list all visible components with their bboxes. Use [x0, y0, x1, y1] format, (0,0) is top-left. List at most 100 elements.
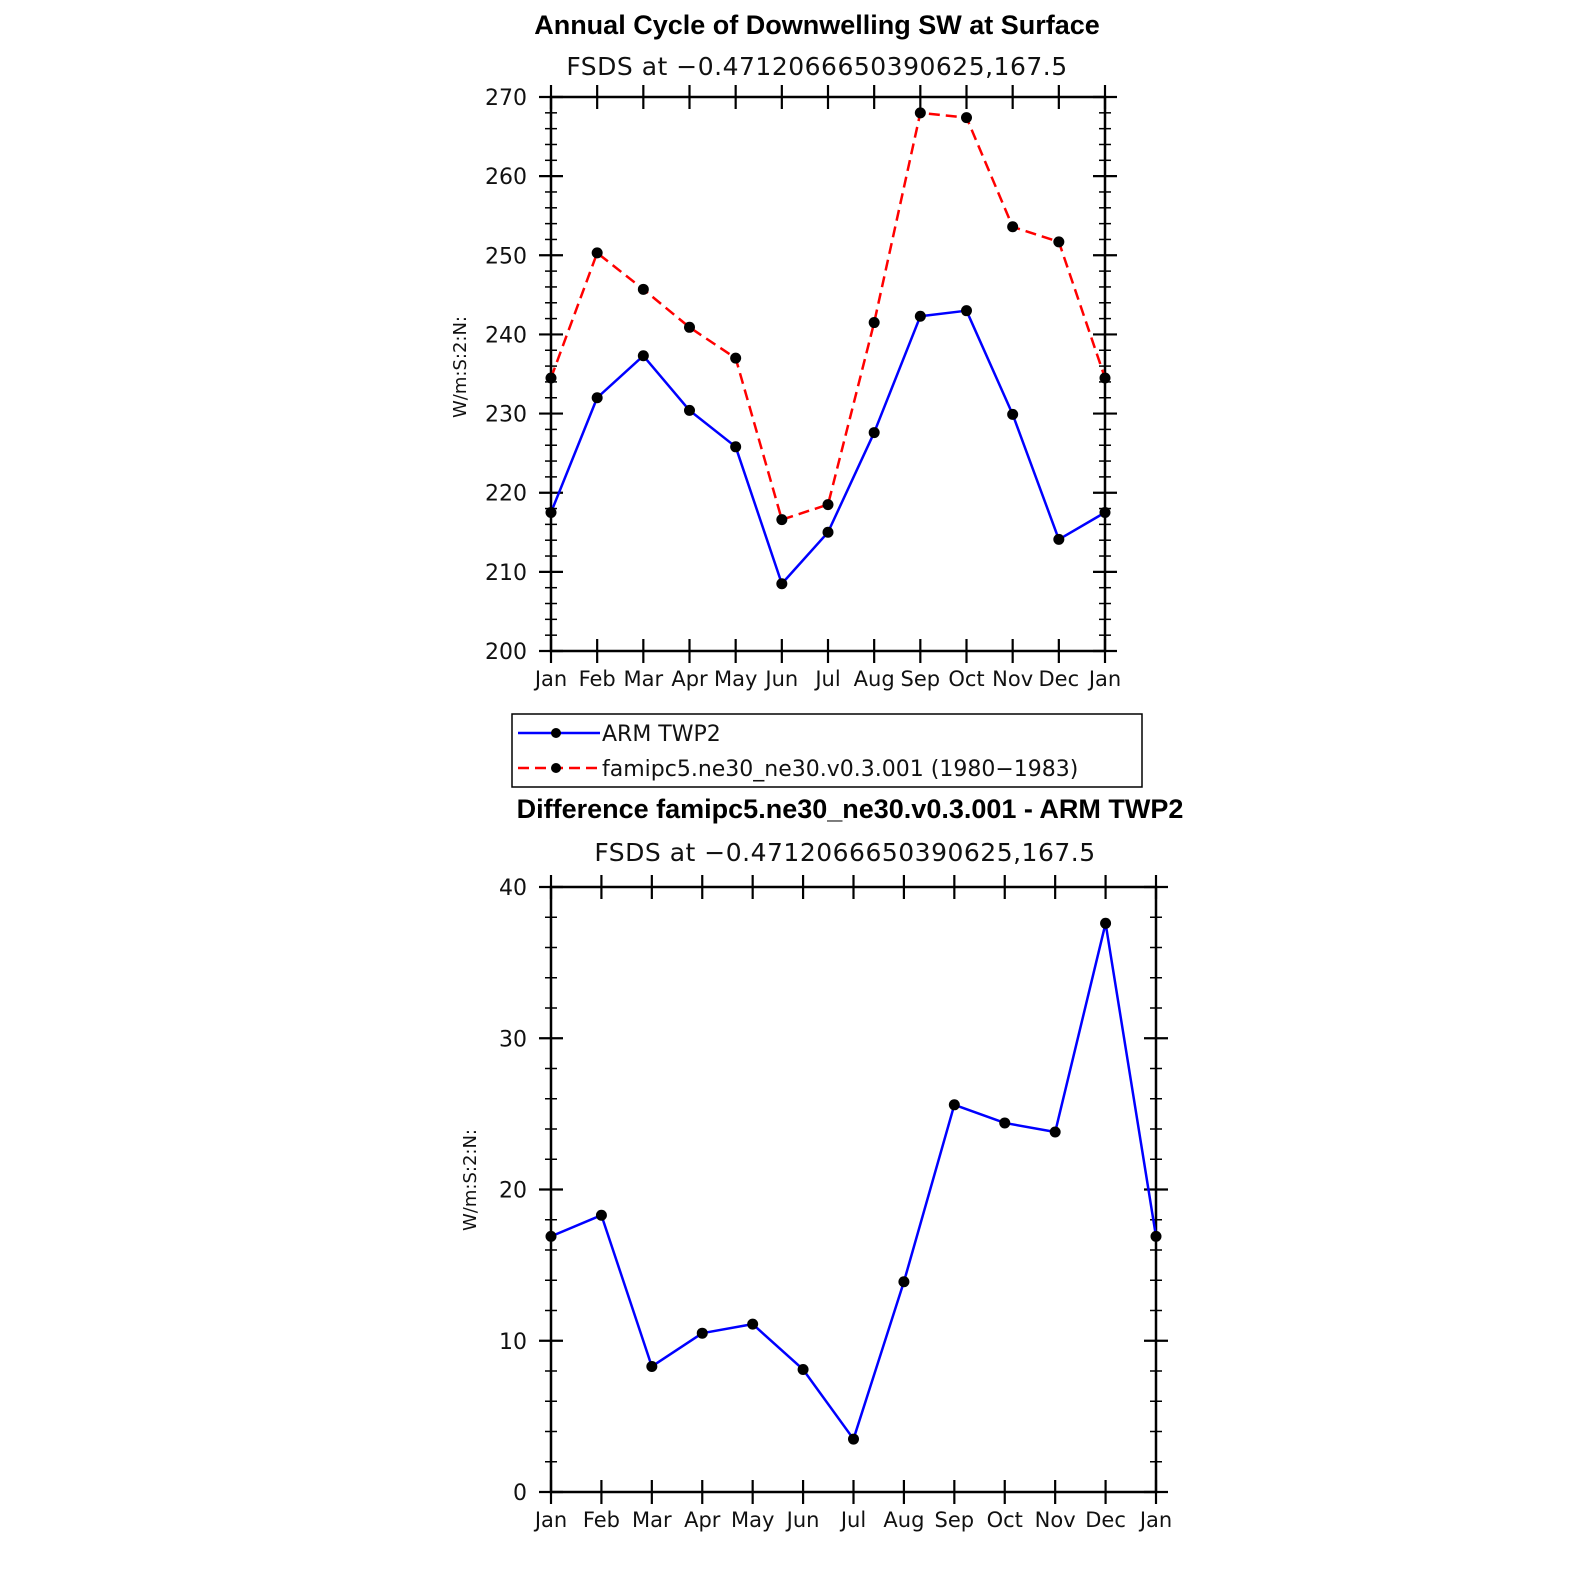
data-point — [822, 526, 834, 538]
series-group — [545, 107, 1111, 590]
series-line-1 — [549, 111, 1107, 521]
x-tick-labels: Jan Feb Mar Apr May Jun Jul Aug Sep Oct Nov Dec Jan — [533, 1508, 1172, 1532]
y-tick-label: 260 — [485, 165, 527, 190]
data-point — [1053, 236, 1065, 248]
legend-label-model: famipc5.ne30_ne30.v0.3.001 (1980−1983) — [602, 757, 1078, 782]
data-point — [1007, 221, 1019, 233]
x-tick-label: Mar — [632, 1508, 672, 1532]
tick-marks — [539, 85, 1117, 663]
data-point — [684, 321, 695, 333]
legend: ARM TWP2 famipc5.ne30_ne30.v0.3.001 (198… — [511, 713, 1143, 788]
data-point — [797, 1363, 809, 1375]
annual-cycle-chart: Annual Cycle of Downwelling SW at Surfac… — [450, 10, 1121, 691]
x-tick-label: Jan — [533, 667, 567, 691]
legend-marker-model — [551, 763, 561, 773]
data-point — [595, 1209, 607, 1221]
x-tick-label: Oct — [948, 667, 984, 691]
data-point — [898, 1276, 910, 1288]
x-tick-label: Jul — [813, 667, 840, 691]
data-point — [1007, 408, 1019, 420]
y-tick-label: 220 — [485, 482, 527, 507]
y-tick-label: 210 — [485, 561, 527, 586]
data-point — [868, 317, 880, 329]
x-tick-label: Dec — [1039, 667, 1080, 691]
chart-title: Difference famipc5.ne30_ne30.v0.3.001 - … — [517, 794, 1184, 824]
data-point — [1049, 1126, 1061, 1138]
x-tick-label: Apr — [684, 1508, 721, 1532]
y-tick-labels: 200 210 220 230 240 250 260 270 — [485, 86, 527, 665]
x-tick-label: Jul — [839, 1508, 866, 1532]
y-tick-label: 40 — [499, 876, 527, 901]
x-tick-label: May — [714, 667, 757, 691]
data-point — [961, 305, 972, 317]
data-point — [1150, 1230, 1162, 1242]
plot-frame — [549, 885, 1158, 1494]
chart-subtitle: FSDS at −0.4712066650390625,167.5 — [566, 52, 1067, 81]
chart-subtitle: FSDS at −0.4712066650390625,167.5 — [594, 838, 1095, 867]
x-tick-label: Aug — [854, 667, 895, 691]
legend-marker-arm — [551, 728, 561, 738]
data-point — [776, 578, 788, 590]
data-point — [961, 112, 972, 124]
x-tick-label: Jan — [533, 1508, 567, 1532]
y-tick-label: 270 — [485, 86, 527, 111]
data-point — [747, 1318, 759, 1330]
plot-frame — [549, 95, 1107, 653]
x-tick-label: Dec — [1085, 1508, 1126, 1532]
data-point — [637, 283, 649, 295]
data-point — [868, 427, 880, 439]
data-point — [730, 352, 742, 364]
y-tick-label: 240 — [485, 323, 527, 348]
data-point — [591, 247, 603, 259]
data-point — [730, 441, 742, 453]
data-point — [696, 1327, 708, 1339]
y-tick-label: 200 — [485, 640, 527, 665]
x-tick-label: Aug — [883, 1508, 924, 1532]
y-tick-labels: 0 10 20 30 40 — [499, 876, 527, 1506]
series-group — [545, 917, 1162, 1445]
data-point — [1100, 917, 1112, 929]
data-point — [545, 372, 557, 384]
x-tick-label: Mar — [624, 667, 664, 691]
tick-marks — [539, 875, 1168, 1504]
series-line-0 — [550, 922, 1158, 1441]
y-tick-label: 30 — [499, 1027, 527, 1052]
y-axis-label: W/m:S:2:N: — [450, 316, 471, 418]
x-tick-label: Sep — [935, 1508, 975, 1532]
x-tick-label: May — [731, 1508, 774, 1532]
y-tick-label: 0 — [513, 1481, 527, 1506]
data-point — [1053, 533, 1065, 545]
x-tick-label: Nov — [992, 667, 1033, 691]
x-tick-label: Jun — [763, 667, 798, 691]
data-point — [999, 1117, 1011, 1129]
data-point — [776, 514, 788, 526]
data-point — [637, 350, 649, 362]
data-point — [545, 1230, 557, 1242]
legend-label-arm: ARM TWP2 — [602, 722, 721, 747]
data-point — [822, 499, 834, 511]
x-tick-label: Nov — [1035, 1508, 1076, 1532]
y-tick-label: 230 — [485, 403, 527, 428]
data-point — [545, 507, 557, 518]
x-tick-label: Feb — [579, 667, 616, 691]
x-tick-label: Jan — [1138, 1508, 1172, 1532]
y-axis-label: W/m:S:2:N: — [460, 1129, 481, 1231]
y-tick-label: 20 — [499, 1179, 527, 1204]
chart-title: Annual Cycle of Downwelling SW at Surfac… — [534, 10, 1100, 40]
x-tick-labels: Jan Feb Mar Apr May Jun Jul Aug Sep Oct Nov Dec Jan — [533, 667, 1121, 691]
legend-box — [511, 713, 1143, 788]
data-point — [848, 1433, 859, 1445]
data-point — [591, 392, 603, 404]
legend-entry-model: famipc5.ne30_ne30.v0.3.001 (1980−1983) — [518, 757, 1078, 782]
y-tick-label: 10 — [499, 1330, 527, 1355]
difference-chart: Difference famipc5.ne30_ne30.v0.3.001 - … — [460, 794, 1183, 1532]
data-point — [1099, 372, 1111, 384]
y-tick-label: 250 — [485, 244, 527, 269]
x-tick-label: Apr — [671, 667, 708, 691]
data-point — [948, 1099, 960, 1111]
data-point — [684, 404, 695, 416]
series-line-0 — [549, 309, 1106, 585]
x-tick-label: Feb — [583, 1508, 620, 1532]
data-point — [1099, 507, 1111, 518]
